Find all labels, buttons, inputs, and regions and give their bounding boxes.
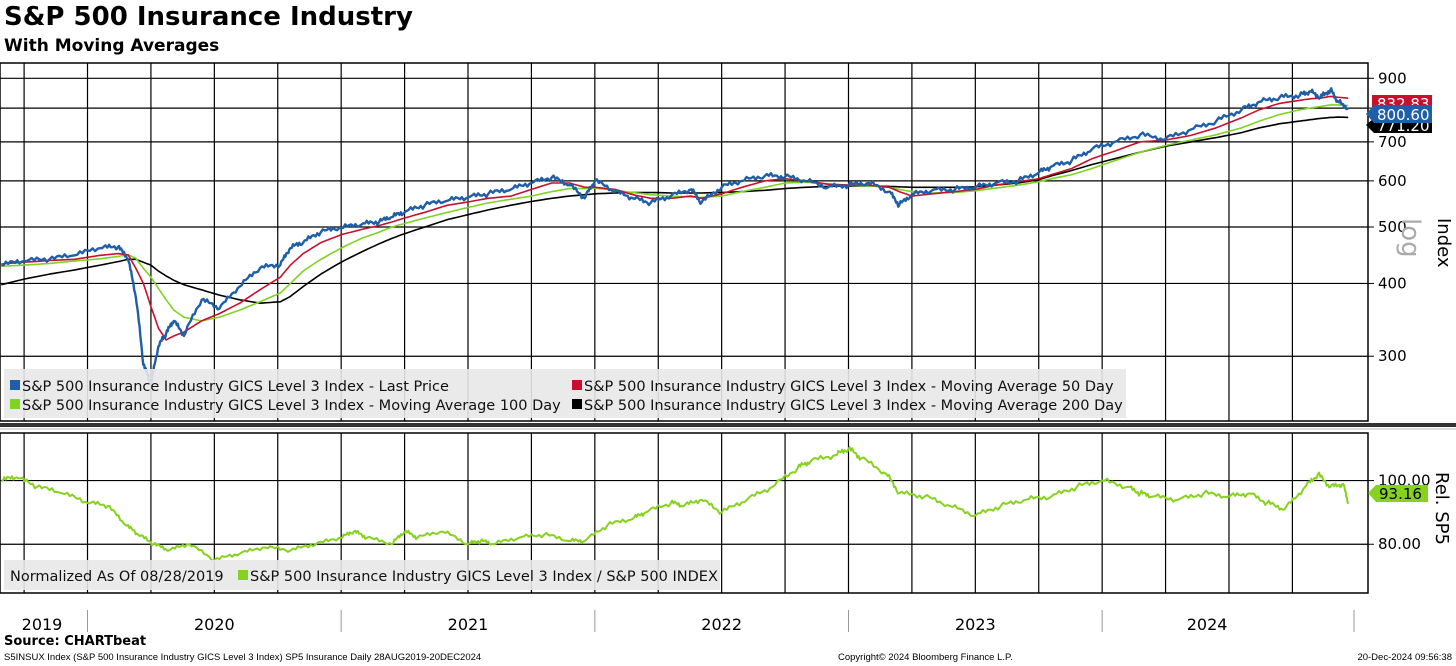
- footer-copyright: Copyright© 2024 Bloomberg Finance L.P.: [838, 652, 1013, 663]
- y-tick-label: 400: [1378, 274, 1407, 292]
- y-tick-label: 600: [1378, 172, 1407, 190]
- svg-text:93.16: 93.16: [1379, 485, 1422, 503]
- x-tick-label: 2023: [955, 615, 996, 634]
- legend-label-ma50: S&P 500 Insurance Industry GICS Level 3 …: [584, 379, 1114, 395]
- series-ma200: [1, 116, 1349, 305]
- series-ma100: [1, 104, 1349, 322]
- upper-series-group: [1, 87, 1350, 386]
- upper-legend-box: [4, 369, 1126, 418]
- legend-swatch-relative: [238, 570, 248, 580]
- x-axis: 2019 2020 2021 2022 2023 2024: [22, 610, 1355, 634]
- series-last-price: [1, 87, 1350, 386]
- x-tick-label: 2024: [1187, 615, 1228, 634]
- y-axis-scale-log: log: [1395, 218, 1425, 258]
- legend-swatch-ma50: [572, 380, 582, 390]
- series-ma50: [1, 95, 1349, 341]
- lower-series-group: [1, 446, 1350, 562]
- upper-panel-frame: [0, 62, 1369, 422]
- footer-ticker-info: S5INSUX Index (S&P 500 Insurance Industr…: [4, 652, 482, 663]
- y-tick-label: 500: [1378, 218, 1407, 236]
- tag-relative: 93.16: [1368, 485, 1428, 503]
- y-tick-label: 700: [1378, 133, 1407, 151]
- y-tick-label: 300: [1378, 347, 1407, 365]
- series-relative: [1, 446, 1350, 562]
- source-note: Source: CHARTbeat: [4, 634, 147, 649]
- y-tick-label: 900: [1378, 69, 1407, 87]
- panel-separator: [0, 423, 1456, 427]
- lower-panel-frame: [0, 432, 1369, 594]
- chart-subtitle: With Moving Averages: [4, 36, 220, 56]
- y-tick-label: 80.00: [1378, 535, 1421, 553]
- normalized-note: Normalized As Of 08/28/2019: [10, 569, 224, 585]
- legend-label-price: S&P 500 Insurance Industry GICS Level 3 …: [22, 379, 449, 395]
- x-tick-label: 2020: [194, 615, 235, 634]
- x-tick-label: 2019: [22, 615, 63, 634]
- footer-timestamp: 20-Dec-2024 09:56:38: [1357, 652, 1452, 663]
- legend-label-ma100: S&P 500 Insurance Industry GICS Level 3 …: [22, 398, 561, 414]
- svg-text:800.60: 800.60: [1377, 106, 1430, 124]
- tag-last-price: 800.60: [1366, 105, 1432, 124]
- legend-label-ma200: S&P 500 Insurance Industry GICS Level 3 …: [584, 398, 1123, 414]
- x-tick-label: 2021: [448, 615, 489, 634]
- lower-grid: [0, 433, 1368, 593]
- legend-swatch-price: [10, 380, 20, 390]
- chart-title: S&P 500 Insurance Industry: [4, 2, 413, 32]
- lower-legend-box: [4, 560, 720, 590]
- legend-label-relative: S&P 500 Insurance Industry GICS Level 3 …: [250, 569, 718, 585]
- upper-grid: [0, 63, 1368, 421]
- x-tick-label: 2022: [701, 615, 742, 634]
- y-axis-label-index: Index: [1433, 218, 1454, 268]
- y-axis-label-rel-sp5: Rel. SP5: [1431, 472, 1452, 545]
- legend-swatch-ma100: [10, 399, 20, 409]
- legend-swatch-ma200: [572, 399, 582, 409]
